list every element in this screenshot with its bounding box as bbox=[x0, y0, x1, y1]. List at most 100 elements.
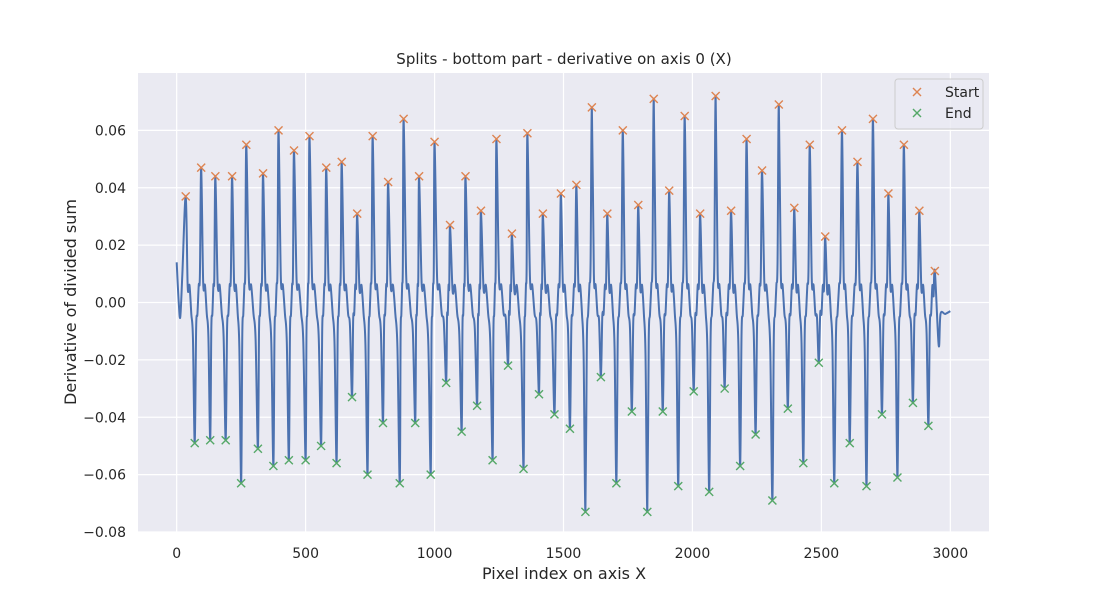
derivative-line bbox=[175, 94, 951, 513]
start-marker bbox=[399, 114, 409, 124]
y-tick-label: 0.04 bbox=[95, 181, 126, 197]
chart-title: Splits - bottom part - derivative on axi… bbox=[396, 50, 731, 68]
start-marker bbox=[726, 206, 736, 216]
start-marker bbox=[321, 163, 331, 173]
end-marker bbox=[190, 438, 200, 448]
start-marker bbox=[805, 140, 815, 150]
end-marker bbox=[316, 441, 326, 451]
start-marker bbox=[304, 131, 314, 141]
end-marker bbox=[395, 478, 405, 488]
y-tick-label: −0.04 bbox=[83, 410, 126, 426]
x-tick-label: 1500 bbox=[546, 546, 582, 562]
end-marker bbox=[426, 470, 436, 480]
x-tick-label: 0 bbox=[172, 546, 181, 562]
markers bbox=[181, 91, 940, 517]
x-tick-label: 3000 bbox=[932, 546, 968, 562]
start-marker bbox=[757, 166, 767, 176]
start-marker bbox=[289, 145, 299, 155]
x-axis-ticks: 0 500 1000 1500 2000 2500 3000 bbox=[172, 546, 968, 562]
end-marker bbox=[549, 409, 559, 419]
x-axis-label: Pixel index on axis X bbox=[482, 564, 646, 583]
start-marker bbox=[711, 91, 721, 101]
end-marker bbox=[268, 461, 278, 471]
end-marker bbox=[565, 424, 575, 434]
end-marker bbox=[783, 404, 793, 414]
start-marker bbox=[914, 206, 924, 216]
start-marker bbox=[680, 111, 690, 121]
end-marker bbox=[503, 361, 513, 371]
start-marker bbox=[430, 137, 440, 147]
start-marker bbox=[602, 209, 612, 219]
end-marker bbox=[704, 487, 714, 497]
start-marker bbox=[491, 134, 501, 144]
start-marker bbox=[461, 171, 471, 181]
y-tick-label: −0.02 bbox=[83, 353, 126, 369]
y-tick-label: −0.08 bbox=[83, 525, 126, 541]
start-marker bbox=[899, 140, 909, 150]
end-marker bbox=[611, 478, 621, 488]
start-marker bbox=[227, 171, 237, 181]
start-marker bbox=[774, 100, 784, 110]
end-marker bbox=[829, 478, 839, 488]
start-marker bbox=[522, 128, 532, 138]
end-marker bbox=[534, 389, 544, 399]
start-marker bbox=[868, 114, 878, 124]
start-marker bbox=[930, 266, 940, 276]
start-marker bbox=[571, 180, 581, 190]
start-marker bbox=[883, 188, 893, 198]
start-marker bbox=[181, 191, 191, 201]
x-tick-label: 2000 bbox=[675, 546, 711, 562]
end-marker bbox=[347, 392, 357, 402]
start-marker bbox=[476, 206, 486, 216]
start-marker bbox=[695, 209, 705, 219]
start-marker bbox=[507, 229, 517, 239]
end-marker bbox=[877, 409, 887, 419]
start-marker bbox=[618, 125, 628, 135]
y-tick-label: −0.06 bbox=[83, 468, 126, 484]
start-marker bbox=[196, 163, 206, 173]
end-marker bbox=[221, 435, 231, 445]
end-marker bbox=[410, 418, 420, 428]
start-marker bbox=[414, 171, 424, 181]
legend-start-marker bbox=[912, 87, 922, 97]
legend: Start End bbox=[894, 78, 984, 130]
start-marker bbox=[258, 168, 268, 178]
end-marker bbox=[284, 455, 294, 465]
end-marker bbox=[519, 464, 529, 474]
y-axis-ticks: −0.08 −0.06 −0.04 −0.02 0.00 0.02 0.04 0.06 bbox=[83, 123, 126, 541]
end-marker bbox=[378, 418, 388, 428]
end-marker bbox=[908, 398, 918, 408]
start-marker bbox=[852, 157, 862, 167]
end-marker bbox=[892, 472, 902, 482]
end-marker bbox=[441, 378, 451, 388]
end-marker bbox=[751, 429, 761, 439]
start-marker bbox=[445, 220, 455, 230]
end-marker bbox=[642, 507, 652, 517]
start-marker bbox=[538, 209, 548, 219]
end-marker bbox=[735, 461, 745, 471]
end-marker bbox=[767, 495, 777, 505]
start-marker bbox=[789, 203, 799, 213]
end-marker bbox=[720, 384, 730, 394]
legend-start-x bbox=[912, 87, 922, 97]
end-marker bbox=[488, 455, 498, 465]
end-marker bbox=[205, 435, 215, 445]
start-marker bbox=[368, 131, 378, 141]
start-marker bbox=[352, 209, 362, 219]
end-marker bbox=[814, 358, 824, 368]
end-marker bbox=[689, 386, 699, 396]
end-marker bbox=[363, 470, 373, 480]
y-tick-label: 0.02 bbox=[95, 238, 126, 254]
x-tick-label: 1000 bbox=[417, 546, 453, 562]
start-marker bbox=[556, 188, 566, 198]
end-marker bbox=[658, 407, 668, 417]
x-tick-label: 2500 bbox=[804, 546, 840, 562]
y-axis-label: Derivative of divided sum bbox=[61, 199, 80, 405]
end-marker bbox=[236, 478, 246, 488]
end-marker bbox=[798, 458, 808, 468]
start-marker bbox=[274, 125, 284, 135]
end-marker bbox=[580, 507, 590, 517]
end-marker bbox=[457, 427, 467, 437]
start-marker bbox=[337, 157, 347, 167]
end-marker bbox=[472, 401, 482, 411]
